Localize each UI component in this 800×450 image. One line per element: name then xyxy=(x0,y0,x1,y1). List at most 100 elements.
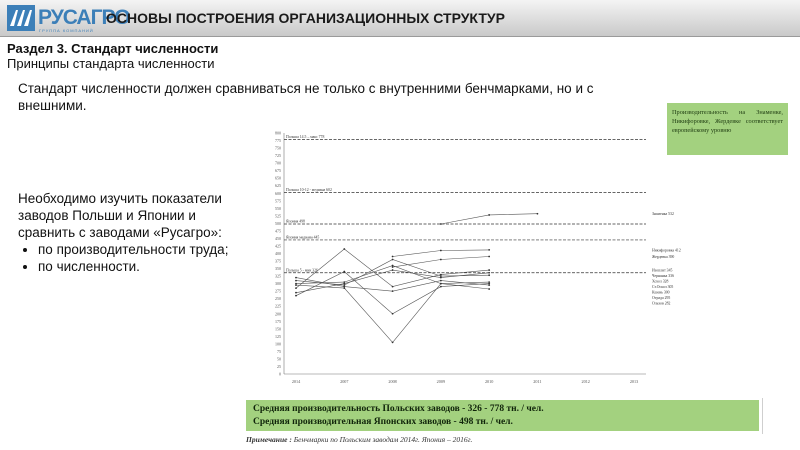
summary-japan: Средняя производительная Японских заводо… xyxy=(253,417,513,427)
x-tick-label: 2008 xyxy=(388,379,396,384)
y-tick-label: 800 xyxy=(275,131,281,136)
y-tick-label: 425 xyxy=(275,243,281,248)
y-tick-label: 500 xyxy=(275,221,281,226)
x-tick-label: 2014 xyxy=(292,379,301,384)
y-tick-label: 275 xyxy=(275,289,281,294)
data-point xyxy=(343,285,346,288)
data-point xyxy=(343,282,346,285)
page-title: ОСНОВЫ ПОСТРОЕНИЯ ОРГАНИЗАЦИОННЫХ СТРУКТ… xyxy=(106,10,505,26)
data-point xyxy=(488,214,491,216)
series-line xyxy=(392,256,490,268)
chart-axes: 8007757507257006756506256005755505255004… xyxy=(275,131,646,384)
end-label: Ольхов 282 xyxy=(652,302,671,306)
end-label: Никифоровка 412 xyxy=(652,248,681,252)
y-tick-label: 750 xyxy=(275,146,281,151)
chart-series xyxy=(295,212,539,344)
x-tick-label: 2010 xyxy=(485,379,493,384)
x-tick-label: 2007 xyxy=(340,379,348,384)
data-point xyxy=(439,279,442,282)
y-tick-label: 650 xyxy=(275,176,281,181)
data-point xyxy=(391,264,394,267)
data-point xyxy=(343,270,346,273)
data-point xyxy=(439,258,442,261)
y-tick-label: 725 xyxy=(275,153,281,158)
footnote-label: Примечание : xyxy=(246,435,292,444)
y-tick-label: 375 xyxy=(275,259,281,264)
y-tick-label: 775 xyxy=(275,138,281,143)
series-line xyxy=(295,265,490,284)
y-tick-label: 625 xyxy=(275,183,281,188)
requirements-list: по производительности труда; по численно… xyxy=(18,241,243,275)
data-point xyxy=(439,276,442,279)
logo-emblem-icon xyxy=(7,5,35,31)
y-tick-label: 25 xyxy=(277,364,281,369)
y-tick-label: 350 xyxy=(275,266,281,271)
series-line xyxy=(295,277,490,292)
end-label: Отрада 295 xyxy=(652,296,670,300)
data-point xyxy=(295,279,297,282)
data-point xyxy=(391,312,394,315)
divider xyxy=(762,398,763,434)
data-point xyxy=(343,248,346,250)
data-point xyxy=(391,255,394,258)
data-point xyxy=(439,275,442,277)
data-point xyxy=(391,269,394,271)
data-point xyxy=(439,249,442,252)
reference-line-label: Польша 5 - мин 326 xyxy=(286,268,318,272)
end-label: Ст.Оскол 305 xyxy=(652,285,673,289)
data-point xyxy=(295,294,297,297)
data-point xyxy=(488,269,491,271)
end-label: Знаменка 532 xyxy=(652,212,674,216)
reference-line-label: Польша 14.5 – макс 778 xyxy=(286,135,324,139)
data-point xyxy=(295,291,297,294)
x-tick-label: 2011 xyxy=(533,379,541,384)
y-tick-label: 125 xyxy=(275,334,281,339)
data-point xyxy=(343,284,346,287)
y-tick-label: 200 xyxy=(275,311,281,316)
x-tick-label: 2013 xyxy=(630,379,638,384)
end-label: Изоплит 345 xyxy=(652,269,672,273)
end-label: Чернянка 336 xyxy=(652,274,674,278)
data-point xyxy=(488,248,491,251)
data-point xyxy=(343,287,346,290)
end-label: Кшень 300 xyxy=(652,291,670,295)
x-tick-label: 2009 xyxy=(437,379,445,384)
y-tick-label: 300 xyxy=(275,281,281,286)
list-item: по производительности труда; xyxy=(38,241,243,258)
summary-poland: Средняя производительность Польских заво… xyxy=(253,404,544,414)
data-point xyxy=(295,284,297,287)
data-point xyxy=(488,281,491,284)
section-title: Раздел 3. Стандарт численности xyxy=(7,41,219,56)
data-point xyxy=(488,282,491,285)
company-logo[interactable]: РУСАГРО ГРУППА КОМПАНИЙ xyxy=(6,3,131,33)
y-tick-label: 100 xyxy=(275,341,281,346)
series-line xyxy=(295,271,490,315)
y-tick-label: 325 xyxy=(275,274,281,279)
end-labels: Знаменка 532 Никифоровка 412 Жердевка 390 И… xyxy=(652,212,681,305)
footnote-text: Бенчмарки по Польским заводам 2014г. Япо… xyxy=(291,435,473,444)
data-point xyxy=(391,290,394,293)
y-tick-label: 175 xyxy=(275,319,281,324)
data-point xyxy=(488,284,491,287)
y-tick-label: 400 xyxy=(275,251,281,256)
logo-tagline: ГРУППА КОМПАНИЙ xyxy=(39,28,94,33)
y-tick-label: 450 xyxy=(275,236,281,241)
reference-lines: Польша 14.5 – макс 778 Польша 10-12 - мед… xyxy=(284,135,646,274)
y-tick-label: 475 xyxy=(275,228,281,233)
list-item: по численности. xyxy=(38,258,243,275)
y-tick-label: 250 xyxy=(275,296,281,301)
data-point xyxy=(488,274,491,277)
y-tick-label: 75 xyxy=(277,349,281,354)
y-tick-label: 150 xyxy=(275,326,281,331)
y-tick-label: 700 xyxy=(275,161,281,166)
summary-box: Средняя производительность Польских заво… xyxy=(246,400,759,431)
subsection-title: Принципы стандарта численности xyxy=(7,56,215,71)
data-point xyxy=(391,285,394,288)
requirements-lead: Необходимо изучить показатели заводов По… xyxy=(18,191,222,240)
intro-paragraph: Стандарт численности должен сравниваться… xyxy=(18,81,594,113)
end-label: Хохол 328 xyxy=(652,280,669,284)
logo-wordmark: РУСАГРО xyxy=(38,6,131,29)
data-point xyxy=(439,285,442,288)
data-point xyxy=(439,223,442,225)
y-tick-label: 525 xyxy=(275,213,281,218)
